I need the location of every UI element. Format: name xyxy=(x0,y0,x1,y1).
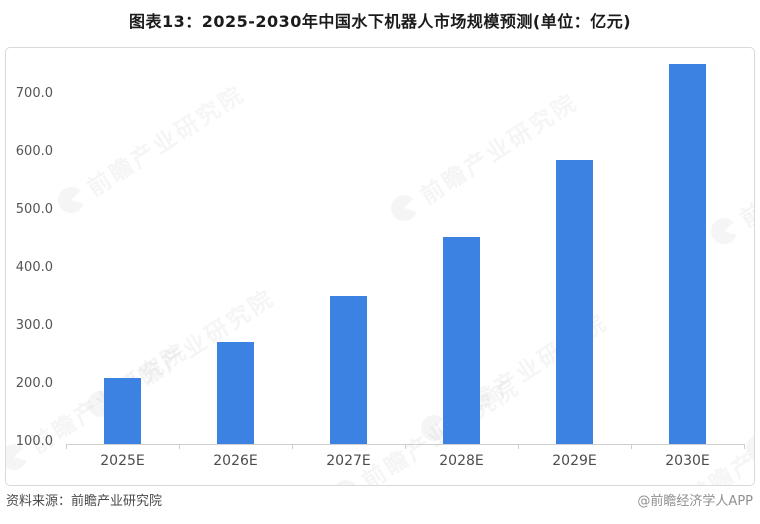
watermark: 前瞻产业研究院 xyxy=(706,110,754,249)
chart-title: 图表13：2025-2030年中国水下机器人市场规模预测(单位：亿元) xyxy=(128,12,632,31)
y-tick-label: 700.0 xyxy=(15,86,53,101)
x-axis-tick xyxy=(405,444,406,449)
x-tick-label: 2029E xyxy=(552,453,597,469)
bar-2027E xyxy=(330,296,367,444)
watermark: 前瞻产业研究院 xyxy=(53,79,250,218)
y-tick-label: 500.0 xyxy=(15,202,53,217)
x-axis-tick xyxy=(292,444,293,449)
qianzhan-logo-icon xyxy=(706,213,742,249)
x-tick-label: 2028E xyxy=(439,453,484,469)
y-tick-label: 300.0 xyxy=(15,318,53,333)
source-note: 资料来源：前瞻产业研究院 xyxy=(6,494,163,509)
y-tick-label: 200.0 xyxy=(15,376,53,391)
watermark-text: 前瞻产业研究院 xyxy=(83,81,250,202)
bar-2030E xyxy=(669,64,706,444)
qianzhan-logo-icon xyxy=(53,182,89,218)
bar-2029E xyxy=(556,160,593,444)
x-axis-tick xyxy=(66,444,67,449)
y-tick-label: 600.0 xyxy=(15,144,53,159)
x-axis-tick xyxy=(179,444,180,449)
qianzhan-logo-icon xyxy=(328,475,364,485)
watermark-text: 前瞻产业研究院 xyxy=(736,112,755,233)
plot-area: 前瞻产业研究院 前瞻产业研究院 前瞻产业研究院 前瞻产业研究院 前瞻产业研究院 前瞻产业研… xyxy=(5,47,755,486)
bar-2025E xyxy=(104,377,141,444)
x-axis-tick xyxy=(744,444,745,449)
bar-2026E xyxy=(217,341,254,444)
x-axis-tick xyxy=(631,444,632,449)
x-tick-label: 2025E xyxy=(100,453,145,469)
y-tick-label: 100.0 xyxy=(15,434,53,449)
x-axis-tick xyxy=(518,444,519,449)
app-credit: @前瞻经济学人APP xyxy=(637,494,753,509)
x-tick-label: 2030E xyxy=(665,453,710,469)
watermark: 前瞻产业研究院 xyxy=(386,87,583,226)
x-tick-label: 2027E xyxy=(326,453,371,469)
qianzhan-logo-icon xyxy=(386,190,422,226)
bar-2028E xyxy=(443,236,480,444)
x-tick-label: 2026E xyxy=(213,453,258,469)
y-tick-label: 400.0 xyxy=(15,260,53,275)
